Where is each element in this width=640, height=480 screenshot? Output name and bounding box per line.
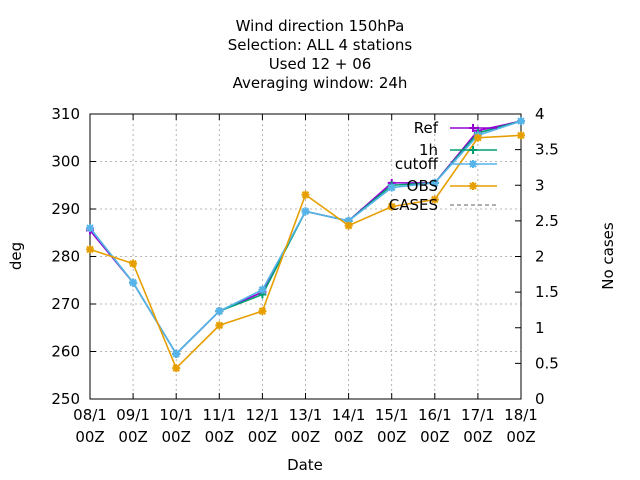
x-tick-label-date: 12/1: [246, 406, 280, 424]
data-point-cutoff-dot: [346, 218, 352, 224]
x-tick-label-date: 15/1: [375, 406, 409, 424]
y-tick-label: 260: [51, 343, 80, 361]
x-tick-label-date: 10/1: [159, 406, 193, 424]
y-tick-label: 300: [51, 153, 80, 171]
data-point-cutoff-dot: [303, 208, 308, 214]
data-point-obs-dot: [130, 261, 136, 267]
x-tick-label-date: 11/1: [202, 406, 236, 424]
x-tick-label-time: 00Z: [506, 428, 535, 446]
x-tick-label-date: 09/1: [116, 406, 150, 424]
axes: 250 260 270 280 290 300 310 0 0.5 1 1.5 2 2.5 3 3.5 4 08…: [51, 105, 559, 446]
y-tick-label: 280: [51, 248, 80, 266]
x-tick-label-time: 00Z: [463, 428, 492, 446]
y-tick-label: 290: [51, 200, 80, 218]
legend-label-1h: 1h: [419, 141, 438, 159]
data-point-obs-dot: [518, 132, 524, 138]
data-point-obs-dot: [216, 322, 222, 328]
data-point-cutoff-dot: [518, 118, 524, 124]
x-tick-label-time: 00Z: [377, 428, 406, 446]
data-point-cutoff-dot: [432, 180, 438, 186]
series-ref: [86, 117, 525, 358]
data-point-obs-dot: [87, 246, 93, 252]
y2-tick-label: 1: [535, 319, 545, 337]
x-tick-label-date: 14/1: [332, 406, 366, 424]
legend-marker-ref: [469, 124, 477, 132]
chart-subtitle-selection: Selection: ALL 4 stations: [227, 36, 413, 54]
chart-subtitle-used: Used 12 + 06: [268, 55, 372, 73]
x-tick-label-time: 00Z: [248, 428, 277, 446]
y-tick-label: 250: [51, 390, 80, 408]
x-tick-label-date: 16/1: [418, 406, 452, 424]
y2-tick-label: 3: [535, 176, 545, 194]
data-point-cutoff-dot: [87, 225, 93, 231]
legend-label-cases: CASES: [389, 196, 438, 214]
y2-tick-label: 1.5: [535, 283, 559, 301]
legend-label-obs: OBS: [407, 177, 438, 195]
x-tick-label-time: 00Z: [420, 428, 449, 446]
x-tick-label-time: 00Z: [118, 428, 147, 446]
data-point-cutoff-dot: [216, 308, 222, 314]
data-point-obs-dot: [389, 204, 395, 210]
data-point-obs-dot: [432, 197, 438, 202]
x-tick-label-date: 13/1: [289, 406, 323, 424]
legend-marker-obs-dot: [470, 183, 476, 189]
data-point-obs-dot: [346, 223, 352, 229]
y-tick-label: 310: [51, 105, 80, 123]
y2-tick-label: 4: [535, 105, 545, 123]
chart-title: Wind direction 150hPa: [235, 17, 405, 35]
data-point-cutoff-dot: [389, 185, 395, 191]
series-cutoff: [86, 117, 525, 358]
series-layer: [86, 117, 525, 373]
x-tick-label-date: 18/1: [504, 406, 538, 424]
x-tick-label-date: 17/1: [461, 406, 495, 424]
y2-tick-label: 0.5: [535, 354, 559, 372]
legend-marker-cutoff-dot: [470, 161, 476, 167]
y-tick-label: 270: [51, 295, 80, 313]
y2-axis-label: No cases: [599, 222, 617, 290]
x-axis-label: Date: [287, 456, 323, 474]
data-point-cutoff-dot: [173, 351, 179, 357]
x-tick-label-time: 00Z: [291, 428, 320, 446]
series-obs: [86, 131, 525, 373]
chart-subtitle-window: Averaging window: 24h: [232, 74, 408, 92]
x-tick-label-time: 00Z: [334, 428, 363, 446]
y-axis-label: deg: [7, 242, 25, 270]
data-point-obs-dot: [173, 365, 179, 371]
data-point-cutoff-dot: [130, 280, 136, 286]
y2-tick-label: 0: [535, 390, 545, 408]
data-point-cutoff-dot: [259, 287, 265, 293]
y2-tick-label: 2.5: [535, 212, 559, 230]
y2-tick-label: 2: [535, 248, 545, 266]
x-tick-label-time: 00Z: [162, 428, 191, 446]
data-point-obs-dot: [259, 308, 265, 314]
x-tick-label-date: 08/1: [73, 406, 107, 424]
y2-tick-label: 3.5: [535, 141, 559, 159]
x-tick-label-time: 00Z: [75, 428, 104, 446]
data-point-obs-dot: [475, 135, 481, 141]
x-tick-label-time: 00Z: [205, 428, 234, 446]
legend-marker-1h: [469, 146, 477, 154]
data-point-obs-dot: [303, 192, 308, 198]
legend-label-ref: Ref: [414, 119, 439, 137]
legend-label-cutoff: cutoff: [395, 155, 439, 173]
